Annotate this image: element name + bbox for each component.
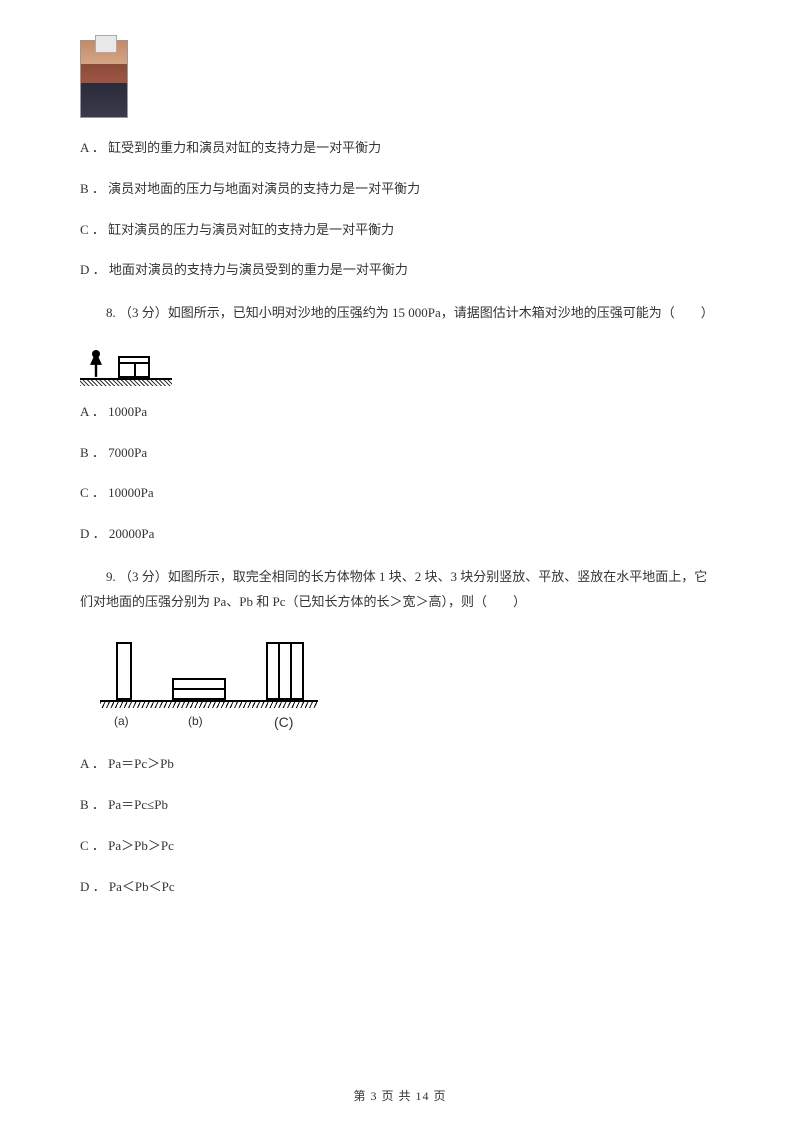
q7-image	[80, 40, 720, 118]
block-b-figure	[172, 678, 226, 700]
blocks-hatch-figure	[100, 702, 318, 708]
q8-stem: 8. （3 分）如图所示，已知小明对沙地的压强约为 15 000Pa，请据图估计…	[80, 301, 720, 326]
block-label-a: (a)	[114, 714, 129, 728]
q7-option-b: B ． 演员对地面的压力与地面对演员的支持力是一对平衡力	[80, 179, 720, 200]
q9-option-a: A ． Pa＝Pc＞Pb	[80, 754, 720, 775]
q8-image	[80, 346, 172, 386]
block-a-figure	[116, 642, 132, 700]
block-label-c: (C)	[274, 714, 293, 730]
q7-option-a: A ． 缸受到的重力和演员对缸的支持力是一对平衡力	[80, 138, 720, 159]
sand-box-figure	[118, 356, 150, 378]
q9-option-c: C ． Pa＞Pb＞Pc	[80, 836, 720, 857]
q8-option-d: D ． 20000Pa	[80, 524, 720, 545]
q7-option-c: C ． 缸对演员的压力与演员对缸的支持力是一对平衡力	[80, 220, 720, 241]
q8-option-a: A ． 1000Pa	[80, 402, 720, 423]
q8-option-b: B ． 7000Pa	[80, 443, 720, 464]
page-footer: 第 3 页 共 14 页	[0, 1087, 800, 1104]
block-c-part	[280, 644, 292, 698]
q9-option-b: B ． Pa＝Pc≤Pb	[80, 795, 720, 816]
sand-ground-figure	[80, 378, 172, 386]
q9-option-d: D ． Pa＜Pb＜Pc	[80, 877, 720, 898]
performer-figure	[80, 40, 128, 118]
q8-option-c: C ． 10000Pa	[80, 483, 720, 504]
q9-image: (a) (b) (C)	[100, 634, 340, 734]
block-c-part	[268, 644, 280, 698]
block-label-b: (b)	[188, 714, 203, 728]
q9-stem: 9. （3 分）如图所示，取完全相同的长方体物体 1 块、2 块、3 块分别竖放…	[80, 565, 720, 614]
block-c-figure	[266, 642, 304, 700]
sand-person-figure	[88, 350, 104, 378]
q7-option-d: D ． 地面对演员的支持力与演员受到的重力是一对平衡力	[80, 260, 720, 281]
block-c-part	[292, 644, 302, 698]
